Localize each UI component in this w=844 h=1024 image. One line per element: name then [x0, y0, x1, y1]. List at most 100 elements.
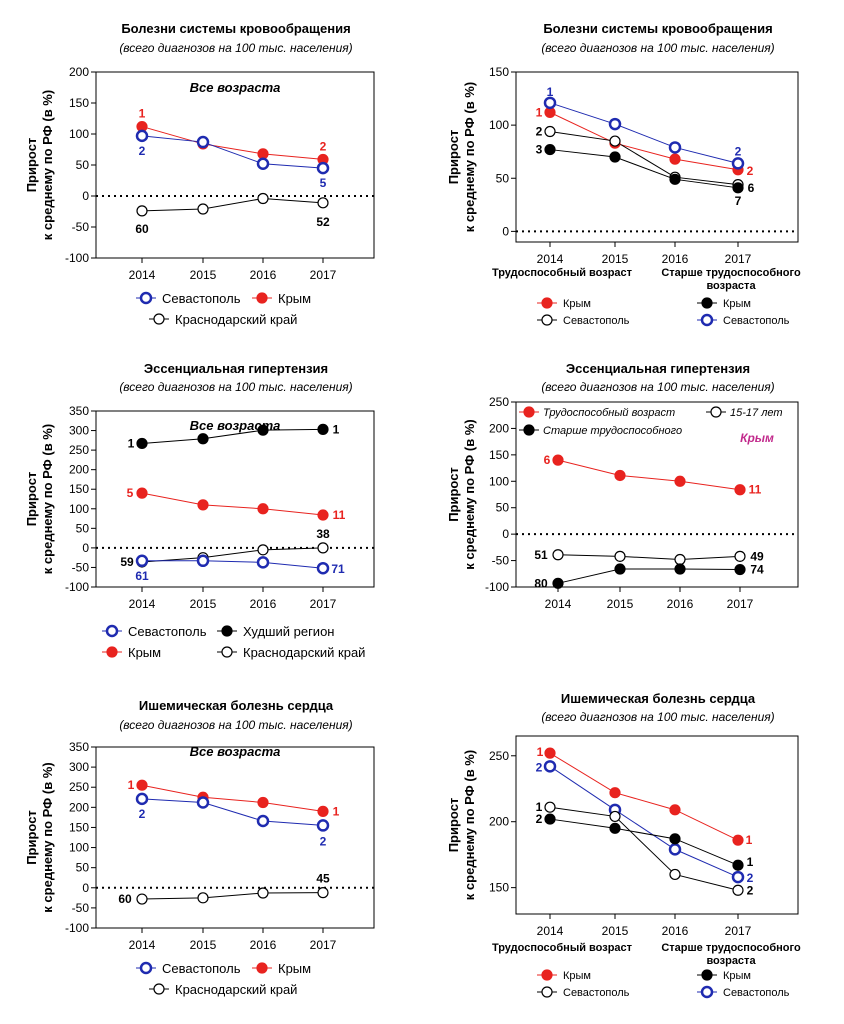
data-point [196, 796, 210, 809]
legend-item-marker [541, 314, 553, 326]
data-point [136, 437, 148, 450]
data-point [317, 509, 329, 521]
data-point [544, 747, 556, 759]
data-point [669, 868, 681, 881]
x-tick-label: 2017 [310, 938, 337, 952]
chart-circulatory-all-ages: Болезни системы кровообращения (всего диа… [24, 21, 375, 327]
y-tick-label: 150 [489, 65, 509, 79]
data-label: 60 [118, 892, 132, 906]
data-point [257, 544, 269, 556]
data-point [543, 96, 557, 110]
data-label: 2 [747, 871, 754, 885]
legend-label: Крым [278, 291, 311, 306]
y-tick-label: 300 [69, 760, 89, 774]
x-group-label: Трудоспособный возраст [492, 942, 633, 954]
y-tick-label: -100 [65, 251, 89, 265]
data-point [544, 813, 556, 825]
chart-subtitle: (всего диагнозов на 100 тыс. населения) [119, 380, 352, 394]
series-line [142, 560, 324, 569]
y-axis-label: Прирост [24, 810, 39, 865]
y-tick-label: 0 [502, 527, 509, 541]
chart-subtitle: (всего диагнозов на 100 тыс. населения) [541, 710, 774, 724]
legend-label: Крым [723, 298, 751, 310]
data-point [543, 760, 557, 773]
data-label: 1 [547, 85, 554, 99]
y-tick-label: -100 [65, 921, 89, 935]
y-tick-label: -50 [72, 901, 90, 915]
x-group-label: Старше трудоспособного [661, 267, 801, 279]
legend-item-marker [153, 313, 165, 325]
data-point [135, 792, 149, 806]
legend-label: Крым [563, 970, 591, 982]
data-point [136, 487, 148, 499]
legend-item-marker [700, 985, 714, 999]
legend-item-marker [541, 986, 553, 998]
data-point [674, 475, 686, 487]
data-point [734, 484, 746, 496]
data-point [669, 833, 681, 845]
legend-item-marker [139, 291, 153, 305]
y-tick-label: -100 [65, 580, 89, 594]
legend-item-marker [106, 646, 118, 658]
series-line [141, 892, 324, 900]
data-point [609, 822, 621, 834]
series-line [549, 131, 739, 186]
series-line [549, 752, 739, 841]
data-point [668, 141, 682, 154]
data-point [196, 554, 210, 568]
data-point [257, 503, 269, 515]
x-tick-label: 2016 [662, 252, 689, 266]
legend-item-marker [153, 983, 165, 995]
y-axis-label: Прирост [446, 130, 461, 185]
data-point [674, 553, 686, 566]
x-group-label: возраста [706, 955, 756, 967]
plot-frame [515, 401, 799, 588]
legend-label: Худший регион [243, 624, 334, 639]
chart-panel-hypertension-crimea: Эссенциальная гипертензия (всего диагнозо… [422, 340, 844, 680]
data-label: 1 [536, 105, 543, 119]
legend-item-marker [256, 962, 268, 974]
data-point [552, 549, 564, 561]
data-point [732, 182, 744, 194]
y-tick-label: 200 [489, 421, 509, 435]
legend-label: Крым [723, 970, 751, 982]
series-line [141, 428, 324, 444]
data-label: 80 [534, 576, 548, 590]
y-axis-label: к среднему по РФ (в %) [40, 762, 55, 912]
series-line [141, 547, 324, 563]
data-label: 1 [746, 833, 753, 847]
chart-hypertension-crimea: Эссенциальная гипертензия (всего диагнозо… [446, 361, 799, 611]
data-label: 74 [750, 563, 764, 577]
data-label: 45 [316, 872, 330, 886]
legend-label: Севастополь [723, 315, 790, 327]
legend-item-marker [523, 424, 535, 436]
data-point [136, 779, 148, 791]
data-point [257, 424, 269, 436]
data-point [732, 859, 744, 871]
y-tick-label: 300 [69, 424, 89, 438]
series-line [141, 197, 324, 212]
series-line [141, 784, 324, 812]
chart-subtitle: (всего диагнозов на 100 тыс. населения) [119, 718, 352, 732]
data-point [196, 135, 210, 149]
data-label: 2 [747, 164, 754, 178]
series-line [549, 806, 739, 891]
data-label: 5 [127, 486, 134, 500]
data-label: 1 [537, 745, 544, 759]
data-point [734, 550, 746, 562]
data-label: 6 [544, 453, 551, 467]
data-label: 52 [316, 215, 330, 229]
legend-label: Севастополь [723, 987, 790, 999]
legend-item-marker [701, 297, 713, 309]
legend-item-marker [541, 297, 553, 309]
data-point [552, 577, 564, 589]
legend-item-marker [541, 969, 553, 981]
x-tick-label: 2015 [190, 268, 217, 282]
x-group-label: возраста [706, 280, 756, 292]
chart-circulatory-by-age: Болезни системы кровообращения (всего диа… [446, 21, 801, 327]
chart-title: Болезни системы кровообращения [121, 21, 350, 36]
data-point [674, 563, 686, 575]
x-tick-label: 2016 [250, 938, 277, 952]
data-point [316, 561, 330, 575]
data-point [544, 801, 556, 813]
